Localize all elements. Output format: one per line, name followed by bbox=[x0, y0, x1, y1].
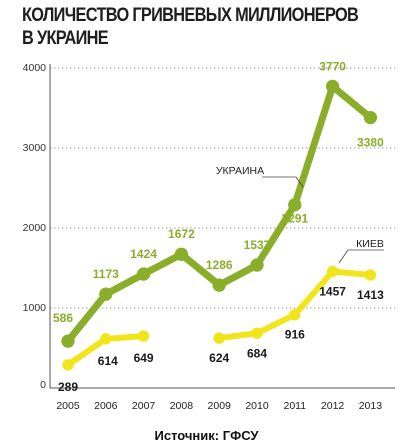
x-tick-label-2005: 2005 bbox=[56, 400, 80, 412]
series-0-point-2005 bbox=[61, 334, 75, 348]
kyiv-leader-tick bbox=[338, 249, 349, 264]
y-tick-label-0: 0 bbox=[40, 379, 46, 391]
series-1-point-2011 bbox=[289, 309, 301, 321]
data-label-kyiv-2011: 916 bbox=[285, 328, 305, 342]
series-0-point-2008 bbox=[174, 247, 189, 261]
y-tick-label-3000: 3000 bbox=[23, 142, 47, 154]
data-label-ukraine-2006: 1173 bbox=[93, 267, 119, 281]
chart-title-line-2: В УКРАИНЕ bbox=[22, 28, 109, 49]
data-label-kyiv-2009: 624 bbox=[209, 351, 229, 365]
x-tick-label-2006: 2006 bbox=[94, 400, 118, 412]
series-1-point-2005 bbox=[62, 359, 74, 371]
series-1-point-2013 bbox=[364, 269, 377, 281]
x-tick-label-2011: 2011 bbox=[284, 400, 307, 412]
x-tick-label-2012: 2012 bbox=[321, 400, 345, 412]
series-1-point-2012 bbox=[326, 265, 339, 278]
series-line-0-segment-0 bbox=[64, 82, 374, 345]
series-0-point-2013 bbox=[363, 110, 378, 125]
y-tick-label-2000: 2000 bbox=[23, 222, 47, 234]
data-label-ukraine-2008: 1672 bbox=[168, 227, 195, 241]
series-0-point-2009 bbox=[212, 278, 226, 292]
series-1-point-2006 bbox=[100, 333, 112, 345]
chart-title-line-1: КОЛИЧЕСТВО ГРИВНЕВЫХ МИЛЛИОНЕРОВ bbox=[22, 5, 359, 26]
y-tick-label-4000: 4000 bbox=[23, 62, 47, 74]
series-name-ukraine: УКРАИНА bbox=[216, 165, 264, 177]
data-label-ukraine-2007: 1424 bbox=[130, 247, 157, 261]
data-label-kyiv-2013: 1413 bbox=[357, 288, 384, 302]
series-0-point-2011 bbox=[288, 198, 302, 212]
series-1-point-2010 bbox=[251, 327, 263, 339]
data-label-kyiv-2012: 1457 bbox=[319, 284, 346, 298]
data-label-ukraine-2011: 2291 bbox=[281, 212, 308, 226]
series-0-point-2006 bbox=[99, 287, 113, 301]
data-label-ukraine-2013: 3380 bbox=[357, 136, 384, 150]
series-name-kyiv: КИЕВ bbox=[356, 238, 384, 250]
series-0-point-2012 bbox=[325, 79, 340, 94]
data-label-kyiv-2010: 684 bbox=[247, 346, 267, 360]
series-1-point-2009 bbox=[213, 332, 225, 344]
x-tick-label-2013: 2013 bbox=[359, 400, 383, 412]
line-chart: 0 1000 2000 3000 4000 2005 2006 2007 2008 2009 201… bbox=[23, 59, 395, 412]
x-tick-label-2008: 2008 bbox=[170, 400, 194, 412]
data-label-kyiv-2006: 614 bbox=[98, 354, 118, 368]
data-label-ukraine-2005: 586 bbox=[53, 311, 73, 325]
data-label-kyiv-2005: 289 bbox=[58, 380, 78, 394]
data-label-ukraine-2012: 3770 bbox=[319, 59, 346, 73]
ukraine-leader-tick bbox=[295, 176, 304, 188]
source-note: Источник: ГФСУ bbox=[154, 428, 259, 443]
x-tick-label-2009: 2009 bbox=[208, 400, 232, 412]
y-tick-label-1000: 1000 bbox=[23, 302, 47, 314]
data-label-ukraine-2010: 1537 bbox=[244, 238, 271, 252]
x-tick-label-2010: 2010 bbox=[245, 400, 269, 412]
series-0-point-2010 bbox=[250, 258, 264, 272]
series-1-point-2007 bbox=[137, 330, 150, 342]
data-label-kyiv-2007: 649 bbox=[134, 351, 154, 365]
data-label-ukraine-2009: 1286 bbox=[206, 258, 233, 272]
series-0-point-2007 bbox=[136, 267, 151, 281]
chart-title: КОЛИЧЕСТВО ГРИВНЕВЫХ МИЛЛИОНЕРОВ В УКРАИ… bbox=[22, 4, 359, 50]
x-tick-label-2007: 2007 bbox=[132, 400, 156, 412]
